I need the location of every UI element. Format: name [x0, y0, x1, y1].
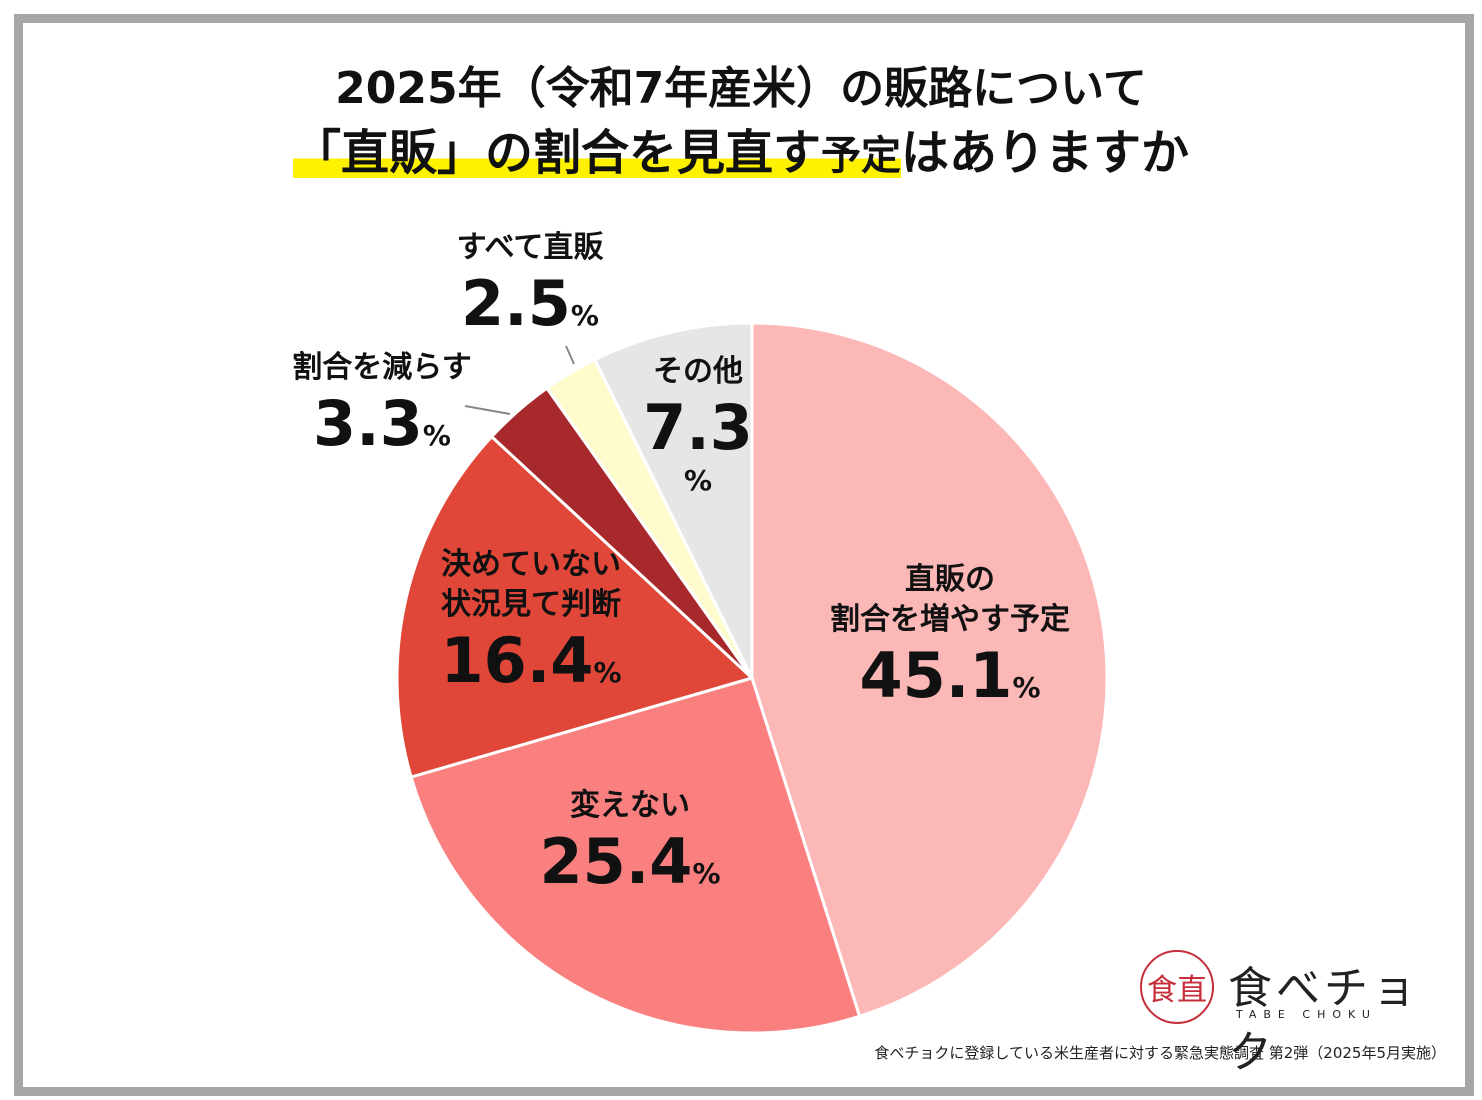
logo-roman: TABE CHOKU: [1236, 1008, 1377, 1021]
pie-slice-undecided: [395, 434, 755, 779]
slice-label-increase: 直販の 割合を増やす予定 45.1%: [800, 560, 1100, 712]
slice-name-all-direct: すべて直販: [456, 230, 604, 265]
slice-unit-other: %: [683, 464, 713, 497]
tabechoku-logo: 食直 食べチョク TABE CHOKU: [1140, 950, 1420, 1078]
slice-value-increase: 45.1%: [859, 639, 1041, 712]
pie-slice-increase: [750, 321, 1109, 1019]
leader-line-reduce: [464, 405, 511, 415]
slice-name-increase-1: 直販の: [905, 562, 995, 597]
slice-name-reduce: 割合を減らす: [292, 350, 472, 385]
slice-label-reduce: 割合を減らす 3.3%: [262, 348, 502, 460]
logo-brand: 食べチョク: [1228, 963, 1420, 1078]
slice-value-no-change: 25.4%: [539, 825, 721, 898]
leader-line-all-direct: [565, 345, 575, 365]
title-small-text: 予定: [821, 133, 901, 179]
slice-name-no-change: 変えない: [570, 788, 690, 823]
title-highlight: 「直販」の割合を見直す予定: [292, 125, 901, 181]
title-highlight-text: 「直販」の割合を見直す: [292, 125, 821, 181]
title-rest-text: はありますか: [901, 125, 1190, 181]
slice-label-other: その他 7.3 %: [628, 352, 768, 497]
chart-title-line1: 2025年（令和7年産米）の販路について: [335, 63, 1147, 114]
chart-title-line2: 「直販」の割合を見直す予定はありますか: [0, 113, 1482, 183]
slice-value-all-direct: 2.5%: [461, 267, 599, 340]
slice-value-undecided: 16.4%: [440, 624, 622, 697]
slice-name-undecided-2: 状況見て判断: [441, 587, 621, 622]
slice-value-reduce: 3.3%: [313, 387, 451, 460]
pie-slice-no-change: [409, 676, 862, 1035]
logo-mark: 食直: [1140, 950, 1214, 1024]
slice-label-all-direct: すべて直販 2.5%: [430, 228, 630, 340]
slice-name-other: その他: [653, 354, 743, 389]
slice-value-other: 7.3: [643, 391, 753, 464]
slice-label-undecided: 決めていない 状況見て判断 16.4%: [400, 545, 662, 697]
source-note: 食べチョクに登録している米生産者に対する緊急実態調査 第2弾（2025年5月実施…: [874, 1044, 1446, 1062]
pie-slice-other: [592, 321, 754, 679]
slice-name-undecided-1: 決めていない: [441, 547, 621, 582]
slice-label-no-change: 変えない 25.4%: [500, 786, 760, 898]
slice-name-increase-2: 割合を増やす予定: [830, 602, 1070, 637]
